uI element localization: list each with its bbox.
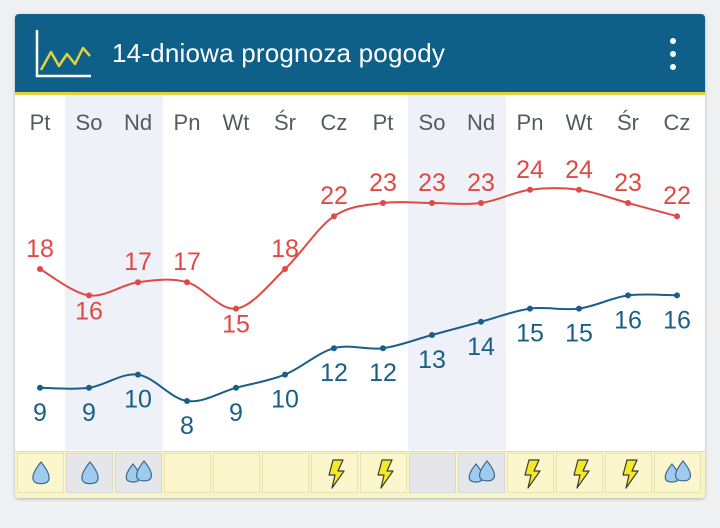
day-label: Nd: [123, 110, 153, 135]
max-temperature-label: 18: [271, 235, 299, 263]
min-temperature-label: 12: [320, 359, 348, 387]
max-temperature-point: [86, 292, 92, 299]
day-label: Wt: [222, 110, 250, 135]
card-header: 14-dniowa prognoza pogody: [15, 14, 705, 95]
max-temperature-point: [184, 279, 190, 286]
max-temperature-label: 23: [467, 169, 495, 197]
page-title: 14-dniowa prognoza pogody: [112, 38, 446, 68]
min-temperature-point: [86, 384, 92, 391]
max-temperature-line: [39, 187, 678, 310]
min-temperature-point: [625, 292, 631, 299]
weekend-column: [64, 95, 163, 450]
max-temperature-point: [331, 213, 337, 220]
min-temperature-point: [478, 318, 484, 325]
min-temperature-label: 16: [663, 306, 691, 334]
max-temperature-point: [625, 200, 631, 206]
min-temperature-label: 14: [467, 333, 495, 361]
day-label: Cz: [320, 110, 348, 135]
empty-weather-cell: [408, 453, 456, 493]
max-temperature-point: [233, 305, 239, 312]
min-temperature-point: [429, 332, 435, 338]
empty-weather-cell: [212, 453, 260, 493]
heavy-rain-icon: [457, 453, 505, 493]
day-label: So: [418, 110, 446, 135]
min-temperature-point: [527, 305, 533, 312]
heavy-rain-icon: [653, 453, 701, 493]
day-label: Nd: [466, 110, 496, 135]
thunderstorm-icon: [359, 453, 407, 493]
max-temperature-label: 18: [26, 235, 54, 263]
empty-weather-cell: [163, 453, 211, 493]
raindrop-icon: [16, 453, 64, 493]
max-temperature-label: 22: [663, 182, 691, 210]
min-temperature-label: 10: [124, 386, 152, 414]
min-temperature-label: 15: [565, 320, 593, 348]
min-temperature-label: 15: [516, 320, 544, 348]
max-temperature-label: 16: [75, 297, 103, 325]
max-temperature-point: [37, 266, 43, 272]
temperature-chart: 18 16 17 17 15 18 22 23 23 23 24 24 23 22 9 9 10 8 9 10 12 12…: [26, 156, 691, 440]
min-temperature-line: [39, 293, 678, 403]
max-temperature-label: 15: [222, 311, 250, 339]
max-temperature-label: 23: [369, 169, 397, 197]
more-vert-icon[interactable]: [667, 36, 679, 72]
day-label: So: [75, 110, 103, 135]
max-temperature-label: 17: [173, 248, 201, 276]
min-temperature-label: 9: [82, 399, 96, 427]
max-temperature-label: 24: [565, 156, 593, 184]
min-temperature-label: 9: [33, 399, 47, 427]
weekend-column: [407, 95, 506, 450]
min-temperature-point: [184, 398, 190, 404]
thunderstorm-icon: [506, 453, 554, 493]
day-label: Śr: [274, 110, 296, 135]
day-label: Wt: [565, 110, 593, 135]
max-temperature-point: [380, 200, 386, 206]
max-temperature-point: [429, 200, 435, 206]
day-label: Pn: [516, 110, 544, 135]
thunderstorm-icon: [310, 453, 358, 493]
min-temperature-label: 10: [271, 386, 299, 414]
empty-weather-cell: [261, 453, 309, 493]
min-temperature-point: [576, 305, 582, 312]
max-temperature-label: 23: [418, 169, 446, 197]
max-temperature-point: [135, 279, 141, 286]
thunderstorm-icon: [555, 453, 603, 493]
chart-icon: [35, 30, 91, 78]
day-label: Pn: [173, 110, 201, 135]
max-temperature-label: 24: [516, 156, 544, 184]
min-temperature-label: 16: [614, 306, 642, 334]
min-temperature-point: [37, 384, 43, 391]
min-temperature-label: 9: [229, 399, 243, 427]
day-label: Cz: [663, 110, 691, 135]
heavy-rain-icon: [114, 453, 162, 493]
max-temperature-label: 17: [124, 248, 152, 276]
max-temperature-point: [674, 213, 680, 220]
day-label: Pt: [372, 110, 394, 135]
day-label: Pt: [29, 110, 51, 135]
max-temperature-label: 23: [614, 169, 642, 197]
max-temperature-point: [527, 186, 533, 193]
min-temperature-label: 12: [369, 359, 397, 387]
min-temperature-label: 8: [180, 412, 194, 440]
max-temperature-label: 22: [320, 182, 348, 210]
max-temperature-point: [282, 266, 288, 272]
day-label: Śr: [617, 110, 639, 135]
raindrop-icon: [65, 453, 113, 493]
min-temperature-point: [233, 384, 239, 391]
forecast-card: 14-dniowa prognoza pogody Pt So Nd Pn Wt Śr Cz…: [15, 14, 705, 498]
min-temperature-point: [674, 292, 680, 299]
thunderstorm-icon: [604, 453, 652, 493]
max-temperature-point: [576, 186, 582, 193]
min-temperature-point: [135, 371, 141, 378]
min-temperature-point: [331, 345, 337, 352]
min-temperature-point: [380, 345, 386, 352]
min-temperature-point: [282, 371, 288, 378]
min-temperature-label: 13: [418, 346, 446, 374]
max-temperature-point: [478, 200, 484, 206]
